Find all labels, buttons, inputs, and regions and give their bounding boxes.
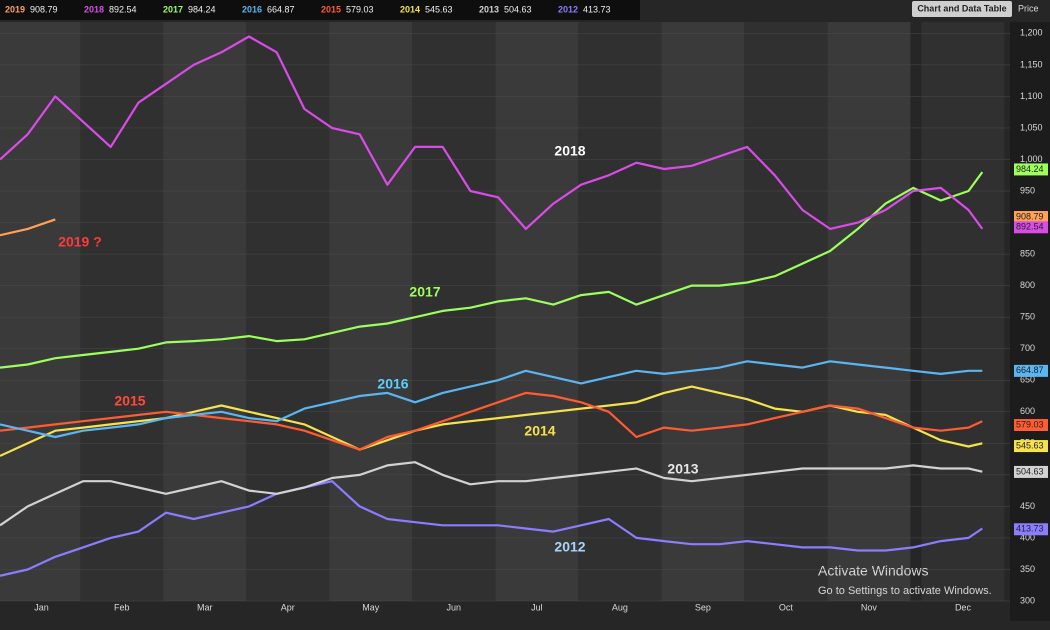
- series-annotation: 2013: [667, 461, 698, 477]
- series-annotation: 2019 ?: [58, 234, 102, 250]
- y-tick-label: 1,150: [1020, 59, 1043, 69]
- x-tick-label: Oct: [779, 602, 794, 612]
- legend-value: 545.63: [425, 4, 453, 14]
- legend-value: 579.03: [346, 4, 374, 14]
- legend-value: 908.79: [30, 4, 58, 14]
- x-tick-label: Apr: [281, 602, 295, 612]
- watermark-subtitle: Go to Settings to activate Windows.: [818, 585, 992, 597]
- y-axis-strip: [1010, 22, 1050, 621]
- series-annotation: 2017: [409, 284, 440, 300]
- y-tick-label: 800: [1020, 280, 1035, 290]
- last-value-label: 579.03: [1016, 419, 1044, 429]
- last-value-tag: [1014, 211, 1048, 224]
- series-line: [0, 461, 983, 527]
- legend-value: 664.87: [267, 4, 295, 14]
- y-tick-label: 950: [1020, 185, 1035, 195]
- series-line: [0, 360, 983, 439]
- last-value-label: 664.87: [1016, 365, 1044, 375]
- series-annotation: 2012: [554, 539, 585, 555]
- last-value-tag: [1014, 364, 1048, 377]
- chart-data-table-button[interactable]: [912, 1, 1012, 17]
- month-band: [412, 22, 496, 601]
- series-annotation: 2016: [377, 376, 408, 392]
- last-value-label: 984.24: [1016, 164, 1044, 174]
- last-value-tag: [1014, 163, 1048, 176]
- legend-value: 504.63: [504, 4, 532, 14]
- x-tick-label: Nov: [861, 602, 878, 612]
- month-band: [163, 22, 247, 601]
- y-tick-label: 300: [1020, 595, 1035, 605]
- last-value-tag: [1014, 419, 1048, 432]
- series-annotation: 2018: [554, 143, 585, 159]
- last-value-label: 504.63: [1016, 466, 1044, 476]
- legend-name: 2012: [558, 4, 578, 14]
- legend-value: 413.73: [583, 4, 611, 14]
- y-tick-label: 700: [1020, 343, 1035, 353]
- legend-name: 2014: [400, 4, 420, 14]
- legend-name: 2016: [242, 4, 262, 14]
- month-band: [0, 22, 84, 601]
- month-band: [80, 22, 164, 601]
- y-tick-label: 1,200: [1020, 28, 1043, 38]
- last-value-tag: [1014, 221, 1048, 234]
- series-line: [0, 391, 983, 451]
- y-tick-label: 350: [1020, 564, 1035, 574]
- y-tick-label: 450: [1020, 501, 1035, 511]
- series-line: [0, 35, 984, 230]
- series-annotation: 2014: [524, 423, 555, 439]
- month-band: [329, 22, 413, 601]
- last-value-label: 413.73: [1016, 524, 1044, 534]
- x-tick-label: Jul: [531, 602, 543, 612]
- month-band: [495, 22, 579, 601]
- y-tick-label: 1,100: [1020, 91, 1043, 101]
- legend-name: 2013: [479, 4, 499, 14]
- y-tick-label: 750: [1020, 312, 1035, 322]
- legend-name: 2019: [5, 4, 25, 14]
- series-line: [0, 218, 56, 237]
- series-annotation: 2015: [114, 393, 145, 409]
- series-line: [0, 480, 983, 577]
- legend-bar: [0, 0, 640, 20]
- month-band: [578, 22, 662, 601]
- x-tick-label: Feb: [114, 602, 130, 612]
- legend-value: 984.24: [188, 4, 216, 14]
- x-tick-label: Jan: [34, 602, 49, 612]
- legend-name: 2015: [321, 4, 341, 14]
- x-tick-label: Sep: [695, 602, 711, 612]
- x-tick-label: Aug: [612, 602, 628, 612]
- last-value-label: 908.79: [1016, 211, 1044, 221]
- x-tick-label: May: [362, 602, 380, 612]
- x-tick-label: Dec: [955, 602, 972, 612]
- x-tick-label: Jun: [447, 602, 462, 612]
- y-tick-label: 650: [1020, 375, 1035, 385]
- y-tick-label: 1,050: [1020, 122, 1043, 132]
- y-tick-label: 1,000: [1020, 154, 1043, 164]
- y-axis-label: Price: [1018, 3, 1039, 13]
- month-band: [744, 22, 828, 601]
- last-value-label: 892.54: [1016, 222, 1044, 232]
- legend-name: 2017: [163, 4, 183, 14]
- last-value-tag: [1014, 440, 1048, 453]
- y-tick-label: 600: [1020, 406, 1035, 416]
- month-band: [661, 22, 745, 601]
- legend-name: 2018: [84, 4, 104, 14]
- button-label[interactable]: Chart and Data Table: [917, 3, 1006, 13]
- month-band: [246, 22, 330, 601]
- legend-value: 892.54: [109, 4, 137, 14]
- last-value-tag: [1014, 523, 1048, 536]
- last-value-label: 545.63: [1016, 440, 1044, 450]
- last-value-tag: [1014, 465, 1048, 478]
- x-tick-label: Mar: [197, 602, 213, 612]
- series-line: [0, 171, 984, 369]
- y-tick-label: 850: [1020, 248, 1035, 258]
- y-tick-label: 400: [1020, 532, 1035, 542]
- watermark-title: Activate Windows: [818, 563, 928, 579]
- month-band: [827, 22, 911, 601]
- month-band: [921, 22, 1005, 601]
